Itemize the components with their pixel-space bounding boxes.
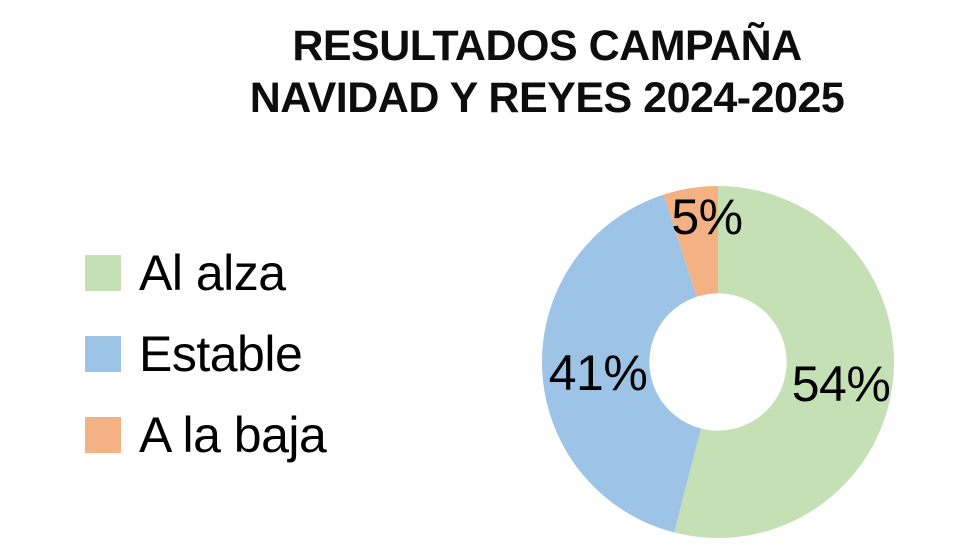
- chart-legend: Al alza Estable A la baja: [85, 232, 327, 475]
- data-label-a-la-baja: 5%: [671, 189, 743, 245]
- data-label-al-alza: 54%: [791, 356, 891, 412]
- donut-chart: [542, 186, 894, 538]
- legend-label-al-alza: Al alza: [139, 244, 286, 301]
- donut-slice-estable: [542, 194, 701, 533]
- legend-swatch-estable: [85, 335, 121, 372]
- legend-label-a-la-baja: A la baja: [139, 406, 327, 463]
- donut-chart-area: [542, 186, 894, 538]
- legend-item-a-la-baja: A la baja: [85, 394, 327, 475]
- data-label-estable: 41%: [548, 345, 648, 401]
- legend-label-estable: Estable: [139, 325, 303, 382]
- legend-swatch-a-la-baja: [85, 416, 121, 453]
- legend-swatch-al-alza: [85, 254, 121, 291]
- legend-item-estable: Estable: [85, 313, 326, 394]
- legend-item-al-alza: Al alza: [85, 232, 326, 313]
- chart-title-line-1: RESULTADOS CAMPAÑA: [292, 22, 802, 70]
- chart-title-line-2: NAVIDAD Y REYES 2024-2025: [249, 74, 845, 122]
- donut-slice-al-alza: [674, 186, 894, 538]
- chart-title: RESULTADOS CAMPAÑA NAVIDAD Y REYES 2024-…: [157, 20, 937, 124]
- donut-slice-a-la-baja: [663, 186, 718, 297]
